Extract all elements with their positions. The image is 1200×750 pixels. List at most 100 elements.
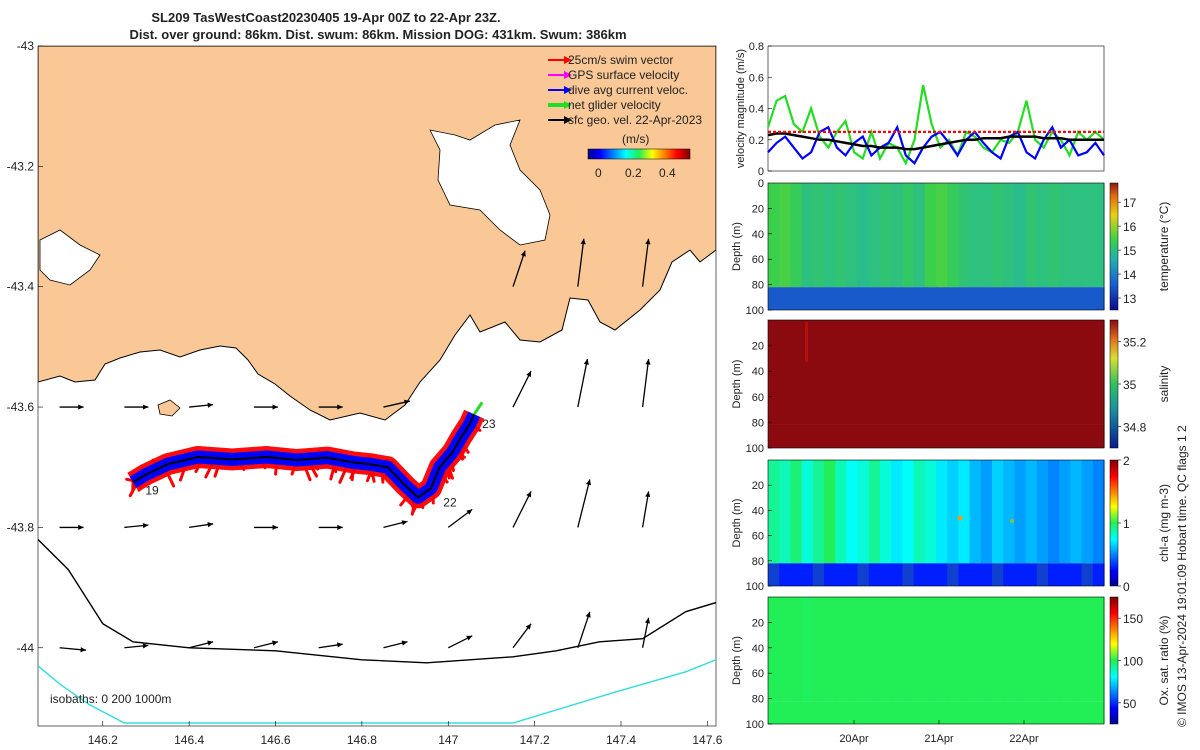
temperature-cell: [913, 287, 926, 310]
geo-vector-head: [78, 404, 84, 410]
temperature-colorbar: [1109, 182, 1119, 311]
velocity-series-line: [766, 84, 1105, 166]
temperature-cell: [1070, 287, 1083, 310]
temperature-cell: [1059, 183, 1071, 288]
oxygen-cell: [868, 701, 881, 724]
salinity-cell: [1036, 320, 1049, 425]
temperature-cell: [812, 183, 825, 288]
oxygen-cell: [880, 701, 892, 724]
geo-vector-arrow: [124, 643, 149, 649]
geo-vector-head: [466, 635, 473, 641]
temperature-y-label: Depth (m): [731, 222, 743, 271]
legend-arrowhead: [564, 56, 572, 64]
temperature-y-tick-label: 40: [752, 229, 764, 241]
temperature-cell: [880, 183, 892, 288]
oxygen-cell: [969, 701, 982, 724]
chla-cell: [868, 563, 881, 586]
salinity-cell: [1092, 320, 1105, 425]
temperature-cell: [801, 183, 814, 288]
salinity-cell: [880, 320, 892, 425]
chla-cell: [1070, 563, 1083, 586]
oxygen-cell: [824, 701, 836, 724]
chla-cell: [992, 460, 1004, 564]
geo-vector-arrow: [577, 358, 589, 408]
chla-cell: [947, 563, 959, 586]
geo-vector-head: [78, 524, 84, 531]
velocity-y-tick-label: 0.4: [749, 104, 764, 116]
geo-vector-shaft: [577, 479, 591, 528]
salinity-cell: [924, 424, 937, 448]
net-glider-velocity-vector: [472, 401, 484, 416]
chla-cell: [779, 460, 791, 564]
oxygen-cell: [857, 701, 870, 724]
geo-vectors: [59, 238, 651, 653]
salinity-cell: [1059, 320, 1071, 425]
oxygen-cell: [835, 597, 847, 702]
geo-vector-arrow: [318, 524, 343, 531]
temperature-cell: [1014, 287, 1027, 310]
temperature-colorbar-tick-label: 14: [1123, 268, 1137, 282]
salinity-cell: [846, 424, 859, 448]
chla-cell: [958, 563, 971, 586]
oxygen-y-tick-label: 60: [752, 668, 764, 680]
oxygen-panel: 20 40 60 80 100 Depth (m) 50 100 150 Ox. sat. rat…: [731, 596, 1171, 745]
map-y-tick-label: -43.2: [7, 159, 35, 173]
chla-cell: [980, 460, 993, 564]
temperature-cell: [924, 183, 937, 288]
isobath-200m: [38, 659, 716, 724]
salinity-cell: [992, 320, 1004, 425]
chla-y-tick-label: 80: [752, 556, 764, 568]
geo-vector-head: [585, 611, 591, 618]
chla-cell: [801, 460, 814, 564]
velocity-frame: [767, 45, 1105, 172]
salinity-cell: [958, 320, 971, 425]
oxygen-cell: [1081, 701, 1094, 724]
geo-vector-arrow: [59, 524, 84, 531]
geo-vector-head: [645, 491, 651, 498]
chla-cell: [902, 563, 915, 586]
chla-cell: [1092, 460, 1105, 564]
oxygen-y-tick-label: 20: [752, 617, 764, 629]
salinity-cell: [1092, 424, 1105, 448]
geo-vector-arrow: [318, 404, 343, 410]
oxygen-cell: [1014, 597, 1027, 702]
salinity-cell: [902, 320, 915, 425]
geo-vector-head: [520, 250, 526, 257]
oxygen-cell: [1048, 701, 1060, 724]
oxygen-cell: [992, 701, 1004, 724]
oxygen-cell: [1092, 701, 1105, 724]
oxygen-cell: [958, 701, 971, 724]
temperature-cell: [936, 287, 948, 310]
chla-colorbar-tick-label: 1: [1123, 517, 1130, 531]
salinity-streak: [805, 322, 808, 362]
chla-cell: [958, 460, 971, 564]
temperature-cell: [868, 287, 881, 310]
salinity-cell: [824, 424, 836, 448]
temperature-cell: [980, 287, 993, 310]
chla-colorbar-tick-label: 2: [1123, 454, 1130, 468]
salinity-colorbar: [1109, 319, 1119, 449]
land-tasmania: [38, 46, 716, 421]
geo-vector-shaft: [512, 370, 532, 408]
geo-vector-arrow: [383, 399, 411, 408]
chla-cell: [812, 563, 825, 586]
oxygen-cell: [824, 597, 836, 702]
speed-colorbar-label: (m/s): [622, 132, 649, 146]
chla-cell: [868, 460, 881, 564]
chla-y-label: Depth (m): [731, 499, 743, 548]
salinity-cell: [1025, 424, 1038, 448]
chla-cell: [846, 563, 859, 586]
oxygen-cell: [812, 597, 825, 702]
geo-vector-shaft: [577, 611, 591, 648]
salinity-colorbar-tick-label: 35: [1123, 378, 1137, 392]
geo-vector-head: [580, 238, 586, 245]
temperature-cell: [790, 287, 803, 310]
oxygen-cell: [1003, 597, 1015, 702]
geo-vector-head: [526, 371, 532, 378]
oxygen-cell: [1025, 701, 1038, 724]
chla-cell: [790, 563, 803, 586]
oxygen-cell: [969, 597, 982, 702]
map-x-tick-label: 147.4: [606, 733, 636, 747]
temperature-cell: [958, 183, 971, 288]
